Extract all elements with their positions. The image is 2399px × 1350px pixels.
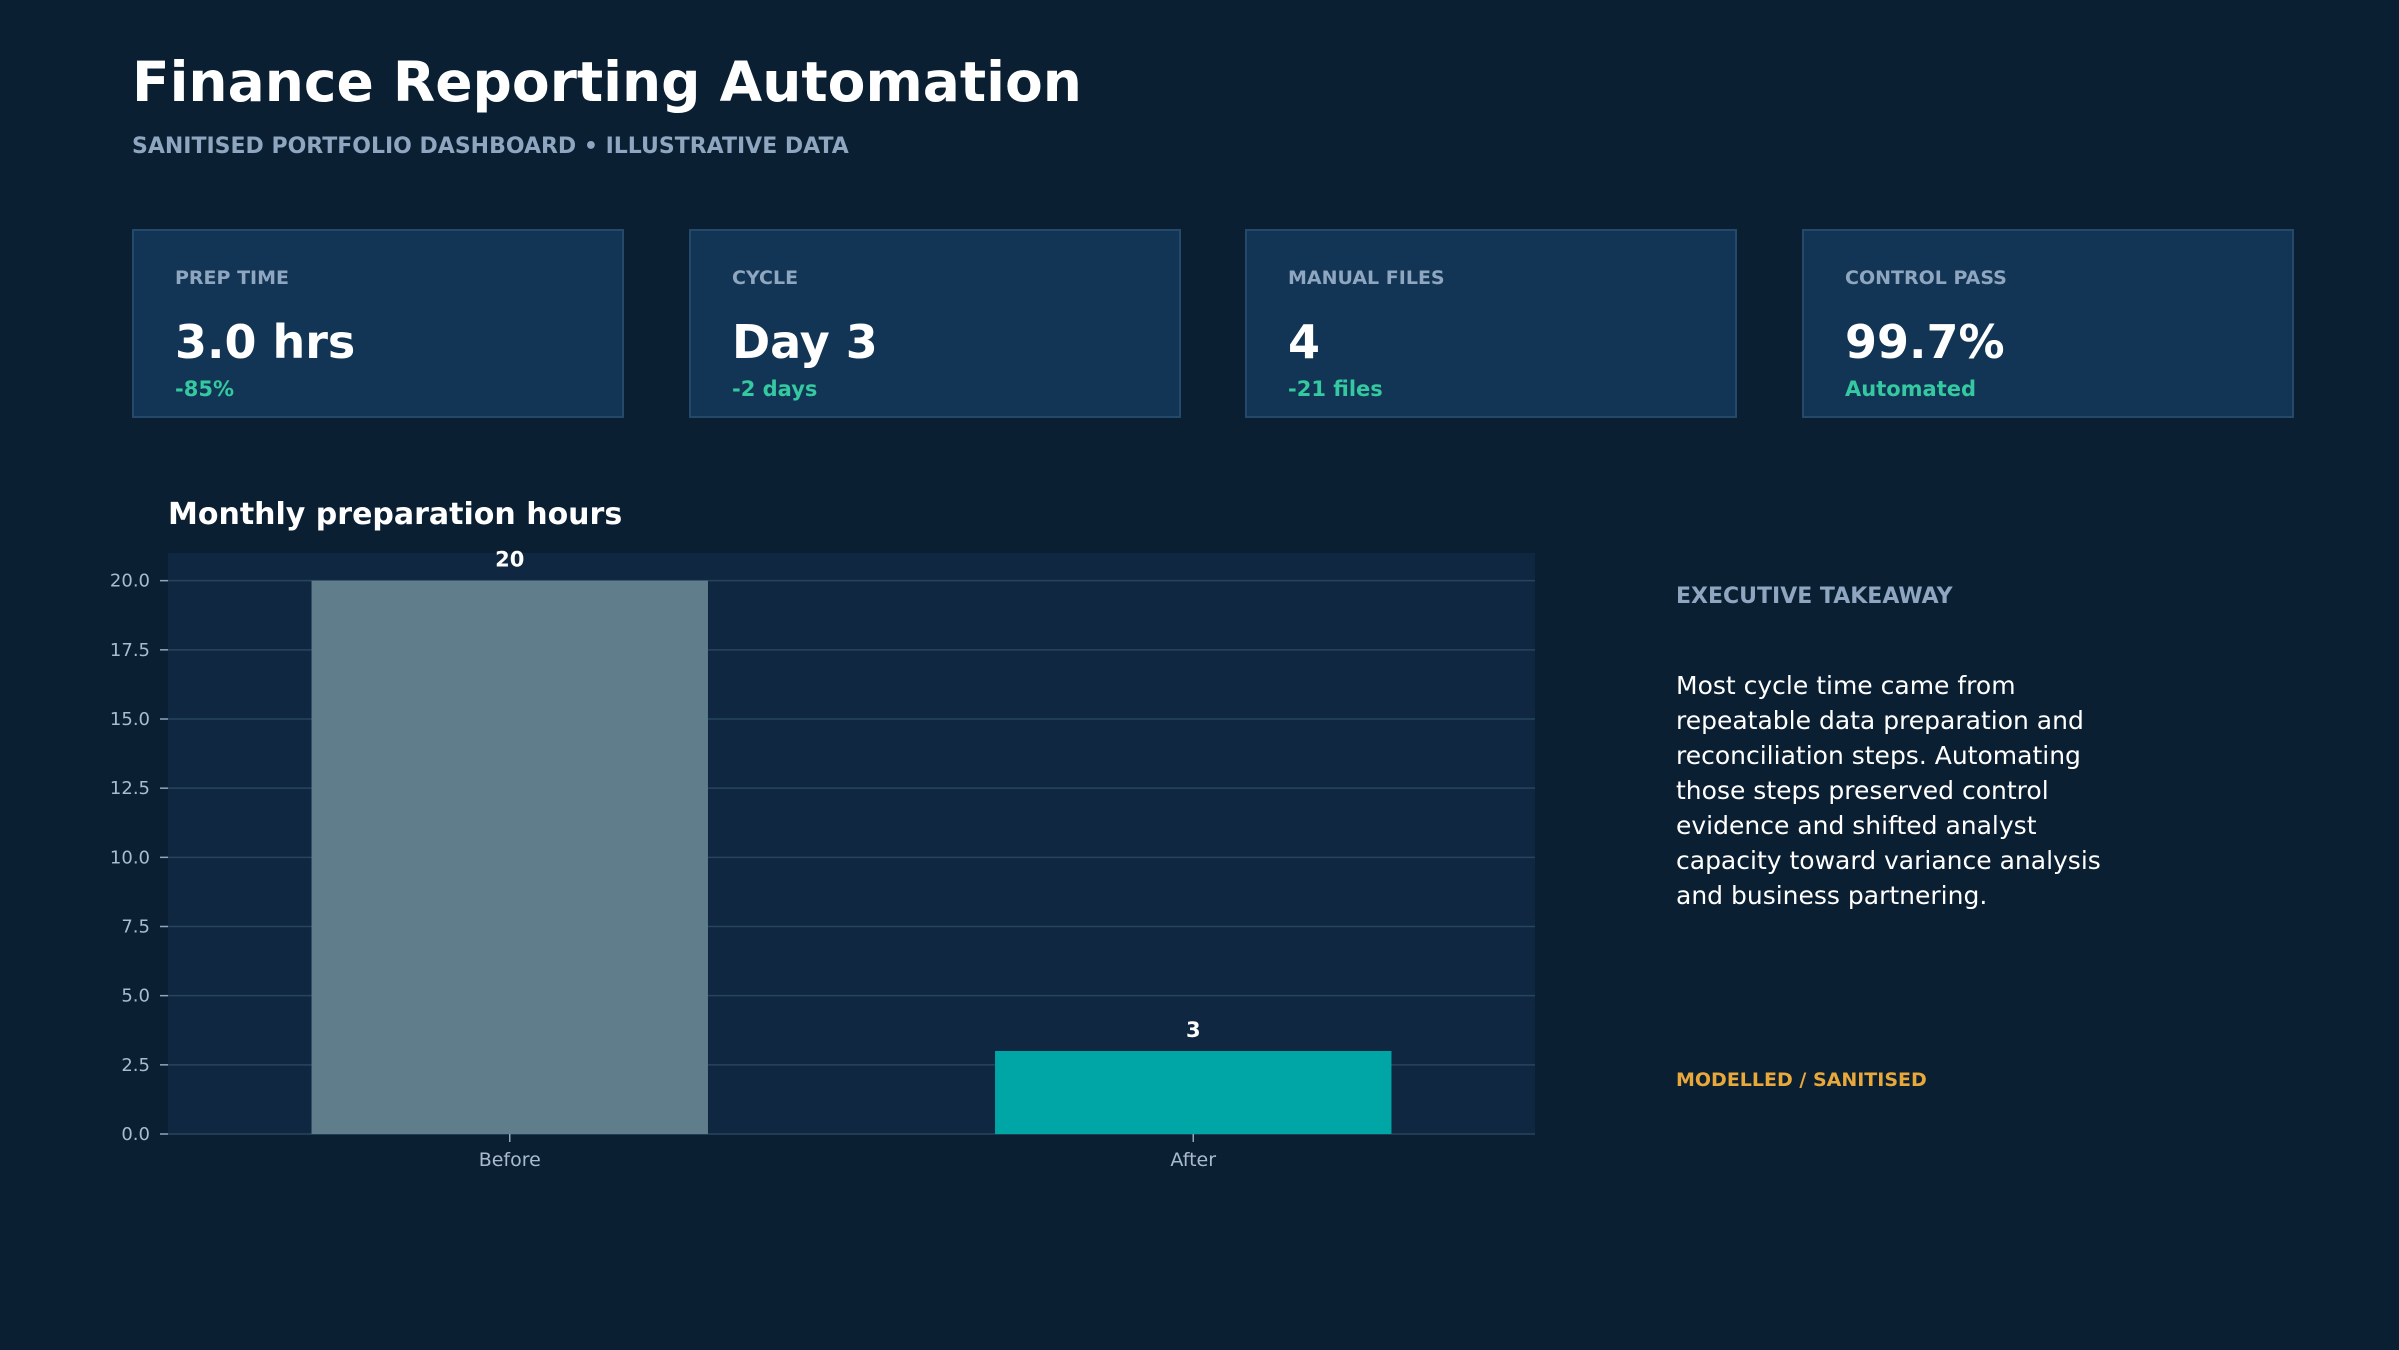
y-tick-label: 17.5 bbox=[110, 640, 150, 661]
x-tick-label: After bbox=[1170, 1149, 1216, 1171]
x-tick-label: Before bbox=[479, 1149, 541, 1171]
y-tick-label: 15.0 bbox=[110, 709, 150, 730]
y-tick-label: 12.5 bbox=[110, 778, 150, 799]
kpi-value: 99.7% bbox=[1845, 315, 2005, 369]
bar-after bbox=[995, 1051, 1392, 1134]
takeaway-note: MODELLED / SANITISED bbox=[1676, 1069, 1927, 1091]
kpi-label: CYCLE bbox=[732, 267, 799, 289]
kpi-card-prep-time: PREP TIME 3.0 hrs -85% bbox=[132, 229, 624, 418]
y-tick-label: 10.0 bbox=[110, 847, 150, 868]
bar-chart: 0.0 2.5 5.0 7.5 10.0 12.5 15.0 17.5 20.0 20 Before… bbox=[110, 548, 1535, 1171]
kpi-delta: Automated bbox=[1845, 377, 1977, 401]
kpi-delta: -21 files bbox=[1288, 377, 1383, 401]
takeaway-body: Most cycle time came from repeatable dat… bbox=[1676, 671, 2101, 910]
kpi-value: 4 bbox=[1288, 315, 1321, 369]
data-label: 3 bbox=[1186, 1018, 1201, 1042]
kpi-value: 3.0 hrs bbox=[175, 315, 356, 369]
bar-before bbox=[311, 580, 708, 1134]
y-tick-label: 7.5 bbox=[121, 917, 150, 938]
kpi-delta: -85% bbox=[175, 377, 234, 401]
kpi-label: PREP TIME bbox=[175, 267, 289, 289]
y-tick-label: 5.0 bbox=[121, 986, 150, 1007]
takeaway-heading: EXECUTIVE TAKEAWAY bbox=[1676, 584, 1953, 609]
y-tick-label: 0.0 bbox=[121, 1124, 150, 1145]
kpi-card-control-pass: CONTROL PASS 99.7% Automated bbox=[1802, 229, 2294, 418]
kpi-delta: -2 days bbox=[732, 377, 818, 401]
kpi-label: MANUAL FILES bbox=[1288, 267, 1445, 289]
kpi-card-cycle: CYCLE Day 3 -2 days bbox=[689, 229, 1181, 418]
y-tick-label: 20.0 bbox=[110, 571, 150, 592]
y-tick-label: 2.5 bbox=[121, 1055, 150, 1076]
chart-title: Monthly preparation hours bbox=[168, 497, 623, 532]
data-label: 20 bbox=[495, 548, 524, 572]
kpi-value: Day 3 bbox=[732, 315, 878, 369]
page-subtitle: SANITISED PORTFOLIO DASHBOARD • ILLUSTRA… bbox=[132, 134, 849, 159]
kpi-label: CONTROL PASS bbox=[1845, 267, 2007, 289]
kpi-card-manual-files: MANUAL FILES 4 -21 files bbox=[1245, 229, 1737, 418]
page-title: Finance Reporting Automation bbox=[132, 50, 1082, 114]
